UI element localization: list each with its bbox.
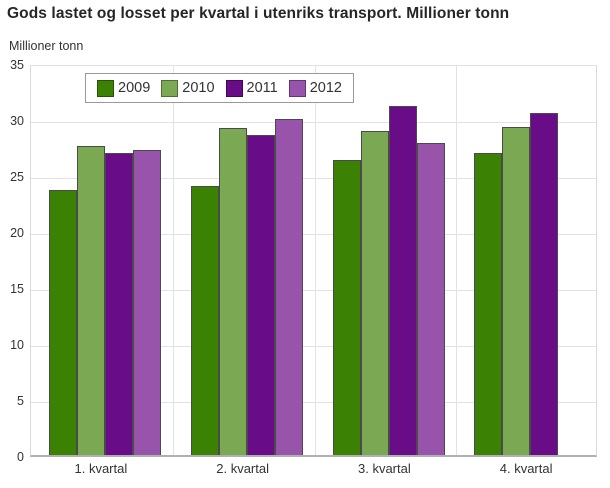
legend-label-2009: 2009	[118, 80, 151, 96]
legend: 2009 2010 2011 2012	[85, 73, 354, 103]
legend-item-2010[interactable]: 2010	[161, 79, 215, 97]
bar-2009-2-kvartal[interactable]	[190, 186, 219, 455]
y-tick-label-0: 0	[17, 450, 24, 464]
bar-2011-1-kvartal[interactable]	[105, 152, 133, 455]
legend-item-2011[interactable]: 2011	[225, 79, 278, 97]
legend-label-2011: 2011	[246, 80, 278, 96]
legend-swatch-2010	[161, 79, 179, 97]
y-gridline-10	[31, 346, 596, 347]
bar-2009-4-kvartal[interactable]	[474, 152, 503, 455]
y-axis-title: Millioner tonn	[9, 39, 84, 53]
bar-2010-4-kvartal[interactable]	[502, 126, 531, 455]
plot-area	[30, 65, 597, 457]
y-gridline-20	[31, 234, 596, 235]
bar-2009-1-kvartal[interactable]	[49, 189, 77, 455]
y-tick-label-15: 15	[10, 282, 24, 296]
bar-2012-2-kvartal[interactable]	[274, 119, 303, 455]
y-gridline-25	[31, 178, 596, 179]
x-tick-label-1-kvartal: 1. kvartal	[74, 461, 128, 476]
legend-label-2012: 2012	[309, 80, 342, 96]
bar-2011-4-kvartal[interactable]	[530, 113, 559, 455]
y-gridline-30	[31, 122, 596, 123]
y-tick-label-20: 20	[10, 226, 24, 240]
y-tick-label-30: 30	[10, 114, 24, 128]
y-gridline-15	[31, 290, 596, 291]
y-gridline-5	[31, 402, 596, 403]
y-tick-label-5: 5	[17, 394, 24, 408]
y-tick-label-10: 10	[10, 338, 24, 352]
x-gridline-1	[172, 66, 174, 455]
bar-2010-3-kvartal[interactable]	[360, 131, 389, 455]
legend-swatch-2011	[225, 79, 243, 97]
bar-2011-2-kvartal[interactable]	[246, 134, 275, 455]
bar-2010-1-kvartal[interactable]	[77, 145, 105, 455]
bar-2009-3-kvartal[interactable]	[332, 160, 361, 455]
legend-item-2012[interactable]: 2012	[288, 79, 342, 97]
legend-swatch-2012	[288, 79, 306, 97]
bar-2012-1-kvartal[interactable]	[133, 150, 161, 455]
legend-label-2010: 2010	[182, 80, 215, 96]
chart-title: Gods lastet og losset per kvartal i uten…	[7, 5, 510, 22]
legend-item-2009[interactable]: 2009	[97, 79, 151, 97]
y-tick-label-35: 35	[10, 58, 24, 72]
x-tick-label-2-kvartal: 2. kvartal	[216, 461, 269, 476]
y-tick-label-25: 25	[10, 170, 24, 184]
bar-2010-2-kvartal[interactable]	[218, 127, 247, 455]
x-gridline-3	[456, 66, 458, 455]
legend-swatch-2009	[97, 79, 114, 97]
bar-2012-3-kvartal[interactable]	[416, 142, 445, 455]
x-tick-label-4-kvartal: 4. kvartal	[499, 461, 553, 476]
x-gridline-2	[314, 66, 316, 455]
x-tick-label-3-kvartal: 3. kvartal	[358, 461, 411, 476]
bar-2011-3-kvartal[interactable]	[388, 105, 417, 455]
